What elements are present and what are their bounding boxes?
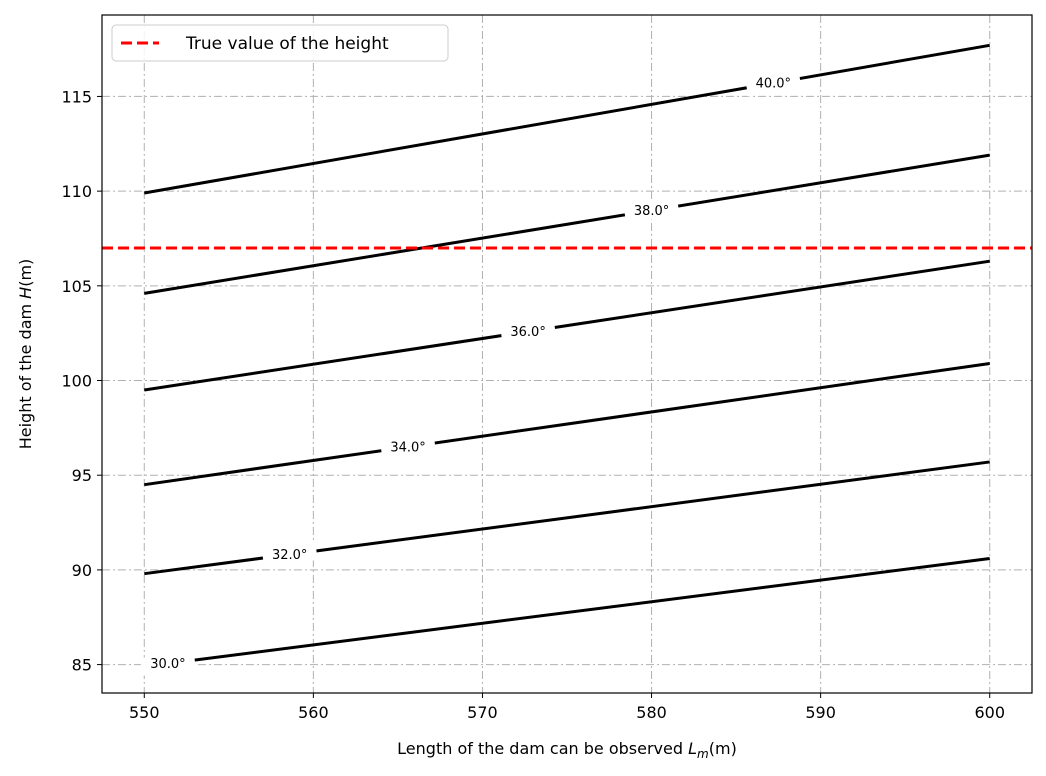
contour-line bbox=[144, 361, 990, 487]
x-tick-label: 550 bbox=[129, 703, 160, 722]
y-tick-label: 110 bbox=[61, 182, 92, 201]
contour-label-gap bbox=[380, 434, 437, 460]
x-axis-label: Length of the dam can be observed Lm(m) bbox=[397, 739, 737, 761]
y-tick-label: 90 bbox=[72, 561, 92, 580]
y-axis-label: Height of the dam H(m) bbox=[16, 259, 35, 450]
contour-label-gap bbox=[140, 651, 196, 676]
contour-label-gap bbox=[745, 69, 802, 97]
y-tick-label: 85 bbox=[72, 656, 92, 675]
contour-series: 36.0° bbox=[144, 259, 990, 392]
y-tick-label: 95 bbox=[72, 466, 92, 485]
x-tick-label: 570 bbox=[467, 703, 498, 722]
contour-label-gap bbox=[623, 197, 680, 224]
contour-label-gap bbox=[261, 542, 318, 567]
x-tick-label: 590 bbox=[805, 703, 836, 722]
contour-label: 32.0° bbox=[272, 548, 307, 563]
contour-label: 38.0° bbox=[634, 204, 669, 219]
contour-line bbox=[144, 557, 990, 668]
x-tick-label: 560 bbox=[298, 703, 329, 722]
legend-label: True value of the height bbox=[185, 34, 389, 54]
y-tick-label: 100 bbox=[61, 372, 92, 391]
contour-label: 34.0° bbox=[390, 440, 425, 455]
contour-series: 30.0° bbox=[140, 557, 990, 676]
legend-box bbox=[111, 24, 449, 62]
contour-line bbox=[144, 153, 990, 295]
contour-label: 30.0° bbox=[150, 657, 185, 672]
contour-label-gap bbox=[500, 318, 557, 345]
series-layer: 30.0° 32.0° 34.0° 36.0° 38.0° 40.0° bbox=[140, 43, 990, 676]
contour-line bbox=[144, 259, 990, 392]
contour-series: 40.0° bbox=[144, 43, 990, 195]
contour-series: 32.0° bbox=[144, 460, 990, 576]
contour-series: 34.0° bbox=[144, 361, 990, 487]
contour-label: 36.0° bbox=[510, 325, 545, 340]
y-tick-label: 105 bbox=[61, 277, 92, 296]
contour-line bbox=[144, 43, 990, 195]
y-tick-label: 115 bbox=[61, 87, 92, 106]
plot-area-frame bbox=[101, 14, 1033, 694]
legend: True value of the height bbox=[111, 24, 449, 62]
contour-series: 38.0° bbox=[144, 153, 990, 295]
contour-label: 40.0° bbox=[756, 77, 791, 92]
ticks-layer: 550 560 570 580 590 600 85 90 95 100 105 110 115 bbox=[61, 87, 1005, 722]
x-tick-label: 580 bbox=[636, 703, 667, 722]
x-tick-label: 600 bbox=[974, 703, 1005, 722]
